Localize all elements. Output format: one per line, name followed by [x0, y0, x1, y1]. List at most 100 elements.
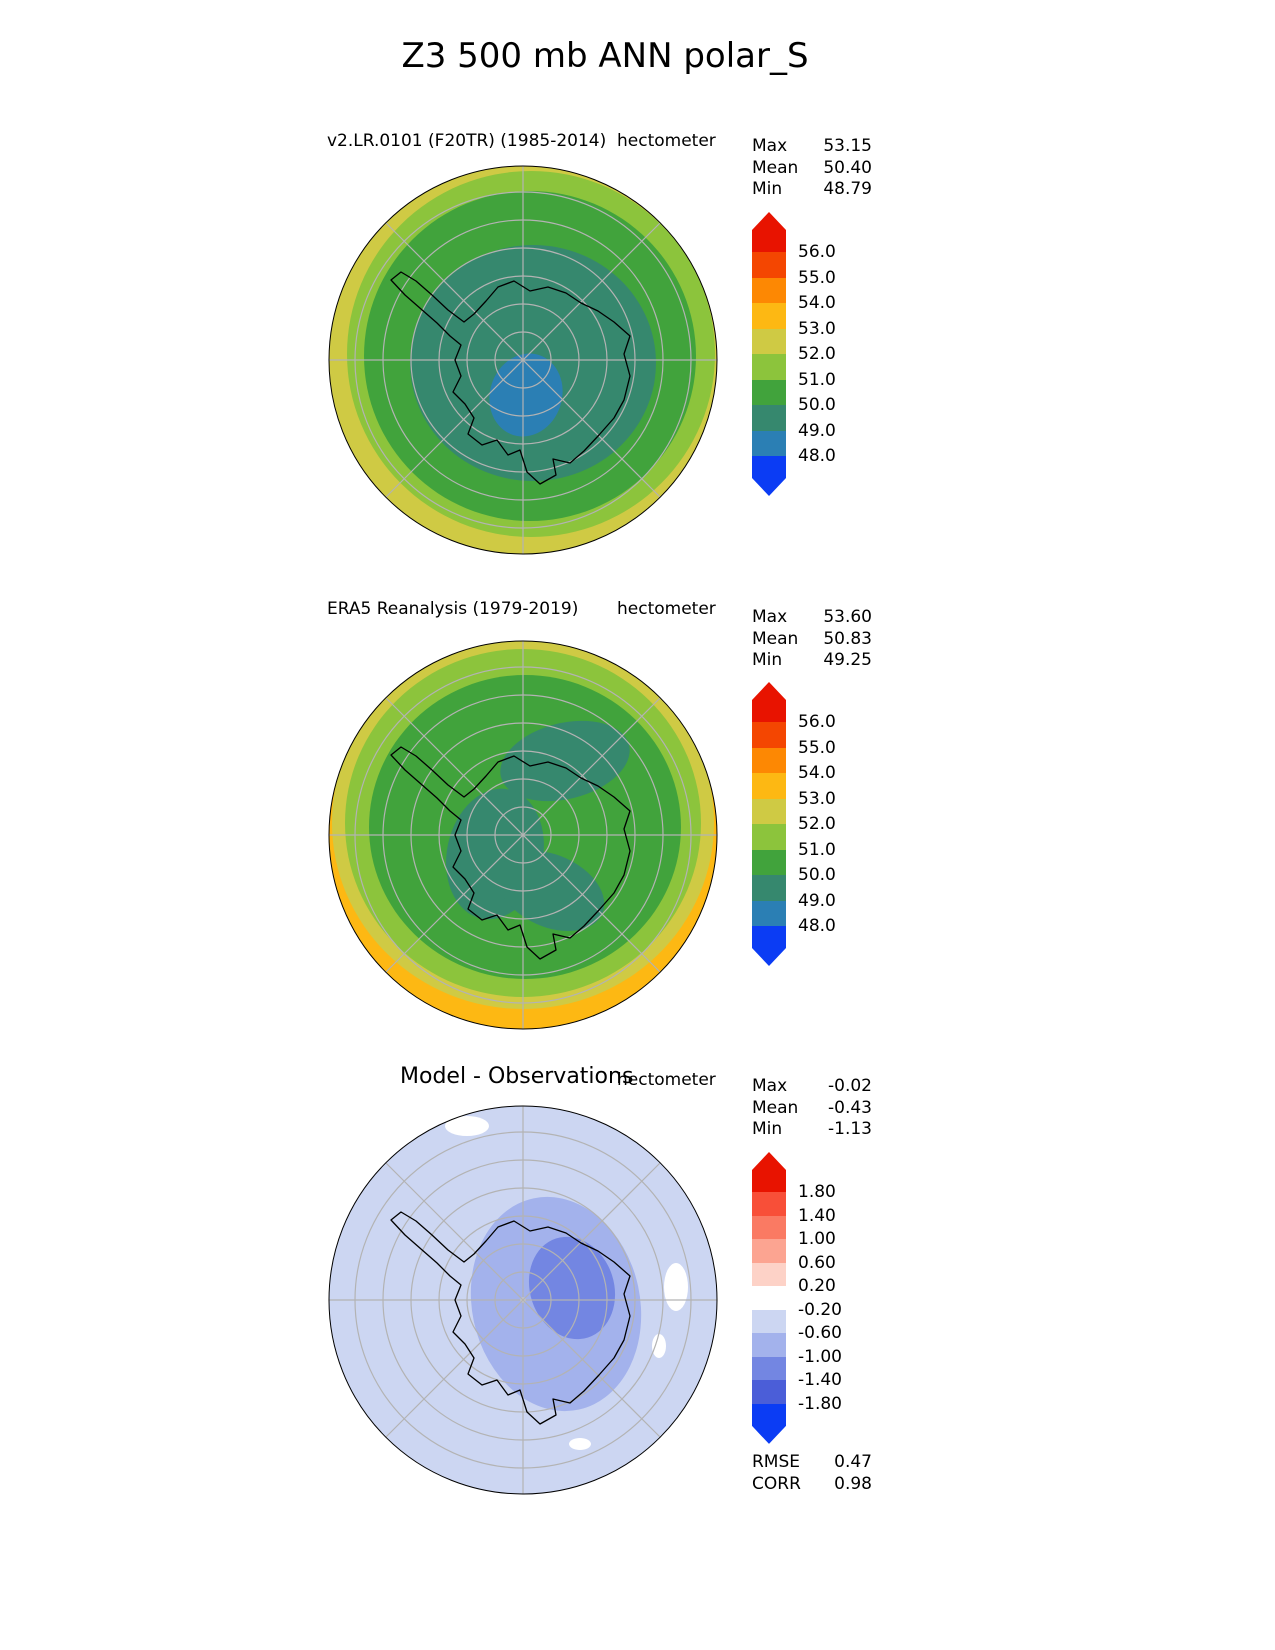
antarctica-coastline — [390, 271, 631, 485]
map-boundary — [328, 1105, 718, 1495]
colorbar-tick-label: -0.20 — [798, 1299, 842, 1320]
colorbar-tick-label: 55.0 — [798, 737, 836, 758]
colorbar-segment — [752, 1286, 786, 1310]
colorbar-tick-label: 53.0 — [798, 318, 836, 339]
stat-label: Min — [752, 179, 783, 199]
colorbar-segment — [752, 1215, 786, 1240]
metric-label: CORR — [752, 1473, 801, 1494]
panel3-metrics: RMSE 0.47 CORR 0.98 — [752, 1452, 872, 1495]
graticule — [329, 166, 717, 554]
colorbar-extend-low — [752, 1403, 786, 1444]
panel3-title: Model - Observations — [400, 1064, 634, 1089]
contour-band-48-49 — [489, 353, 563, 437]
panel1-stats: Max 53.15 Mean 50.40 Min 48.79 — [752, 136, 872, 201]
stat-value: 49.25 — [823, 650, 872, 670]
stat-value: -0.43 — [828, 1097, 872, 1118]
colorbar-tick-label: -1.00 — [798, 1346, 842, 1367]
panel2-colorbar: 56.0 55.0 54.0 53.0 52.0 51.0 50.0 49.0 48.0 — [752, 682, 836, 966]
stat-value: 53.60 — [823, 607, 872, 627]
colorbar-segment — [752, 824, 786, 850]
stat-value: -0.02 — [828, 1076, 872, 1096]
colorbar-segment — [752, 900, 786, 926]
stat-value: -1.13 — [828, 1119, 872, 1139]
map-boundary — [328, 165, 718, 555]
diff-band-white — [664, 1263, 688, 1311]
colorbar-segment — [752, 354, 786, 380]
stat-label: Mean — [752, 1097, 799, 1118]
panel1-colorbar: 56.0 55.0 54.0 53.0 52.0 51.0 50.0 49.0 48.0 — [752, 212, 836, 496]
panel2-map — [328, 640, 718, 1030]
colorbar-segment — [752, 1380, 786, 1404]
stat-value: 48.79 — [823, 179, 872, 199]
colorbar-segment — [752, 1356, 786, 1381]
colorbar-tick-label: 0.60 — [798, 1252, 836, 1273]
colorbar-extend-high — [752, 212, 786, 252]
panel1-units-label: hectometer — [617, 131, 716, 151]
panel2-stats: Max 53.60 Mean 50.83 Min 49.25 — [752, 607, 872, 672]
stat-row-min: Min 48.79 — [752, 179, 872, 201]
colorbar-segment — [752, 1192, 786, 1216]
map-boundary — [328, 640, 718, 1030]
figure-title: Z3 500 mb ANN polar_S — [401, 36, 809, 76]
colorbar-segment — [752, 1309, 786, 1334]
colorbar-tick-label: 48.0 — [798, 916, 836, 936]
panel1-map — [328, 165, 718, 555]
colorbar-segment — [752, 252, 786, 278]
colorbar-segment — [752, 1239, 786, 1263]
colorbar-segment — [752, 747, 786, 773]
stat-row-mean: Mean 50.83 — [752, 629, 872, 651]
graticule — [329, 641, 717, 1029]
colorbar-segment — [752, 405, 786, 431]
stat-label: Max — [752, 607, 788, 627]
stat-row-mean: Mean 50.40 — [752, 158, 872, 180]
colorbar-segment — [752, 430, 786, 456]
stat-label: Min — [752, 1119, 783, 1139]
colorbar-tick-label: 0.20 — [798, 1276, 836, 1297]
panel3-units-label: hectometer — [617, 1070, 716, 1090]
stat-row-max: Max 53.15 — [752, 136, 872, 158]
colorbar-tick-label: 50.0 — [798, 865, 836, 885]
metric-row-rmse: RMSE 0.47 — [752, 1452, 872, 1474]
diff-band-white — [652, 1334, 666, 1358]
colorbar-tick-label: 54.0 — [798, 293, 836, 313]
stat-row-min: Min 49.25 — [752, 650, 872, 672]
colorbar-tick-label: 50.0 — [798, 395, 836, 415]
antarctica-coastline — [390, 746, 631, 960]
stat-value: 53.15 — [823, 136, 872, 156]
colorbar-segment — [752, 1333, 786, 1357]
colorbar-tick-label: 52.0 — [798, 344, 836, 364]
colorbar-extend-high — [752, 682, 786, 722]
stat-row-mean: Mean -0.43 — [752, 1098, 872, 1120]
colorbar-extend-high — [752, 1152, 786, 1192]
panel1-subtitle: v2.LR.0101 (F20TR) (1985-2014) — [327, 131, 607, 151]
colorbar-segment — [752, 849, 786, 875]
diff-band-neg14-neg10 — [528, 1236, 616, 1340]
diff-band-white — [445, 1116, 489, 1136]
colorbar-segment — [752, 1262, 786, 1287]
colorbar-tick-label: 1.40 — [798, 1205, 836, 1226]
colorbar-tick-label: -0.60 — [798, 1323, 842, 1344]
colorbar-segment — [752, 303, 786, 329]
colorbar-extend-low — [752, 456, 786, 496]
diff-band-white — [569, 1438, 591, 1450]
panel3-map — [328, 1105, 718, 1495]
panel2-units-label: hectometer — [617, 599, 716, 619]
stat-value: 50.40 — [823, 157, 872, 178]
colorbar-tick-label: 1.80 — [798, 1182, 836, 1202]
colorbar-tick-label: 49.0 — [798, 420, 836, 441]
colorbar-segment — [752, 379, 786, 405]
panel2-subtitle: ERA5 Reanalysis (1979-2019) — [327, 599, 579, 619]
colorbar-segment — [752, 722, 786, 748]
colorbar-tick-label: -1.80 — [798, 1394, 842, 1414]
stat-row-max: Max 53.60 — [752, 607, 872, 629]
colorbar-tick-label: 51.0 — [798, 839, 836, 860]
colorbar-tick-label: -1.40 — [798, 1370, 842, 1391]
colorbar-segment — [752, 798, 786, 824]
colorbar-tick-label: 51.0 — [798, 369, 836, 390]
metric-value: 0.98 — [834, 1473, 872, 1494]
colorbar-extend-low — [752, 926, 786, 966]
colorbar-segment — [752, 875, 786, 901]
colorbar-tick-label: 48.0 — [798, 446, 836, 466]
colorbar-segment — [752, 773, 786, 799]
